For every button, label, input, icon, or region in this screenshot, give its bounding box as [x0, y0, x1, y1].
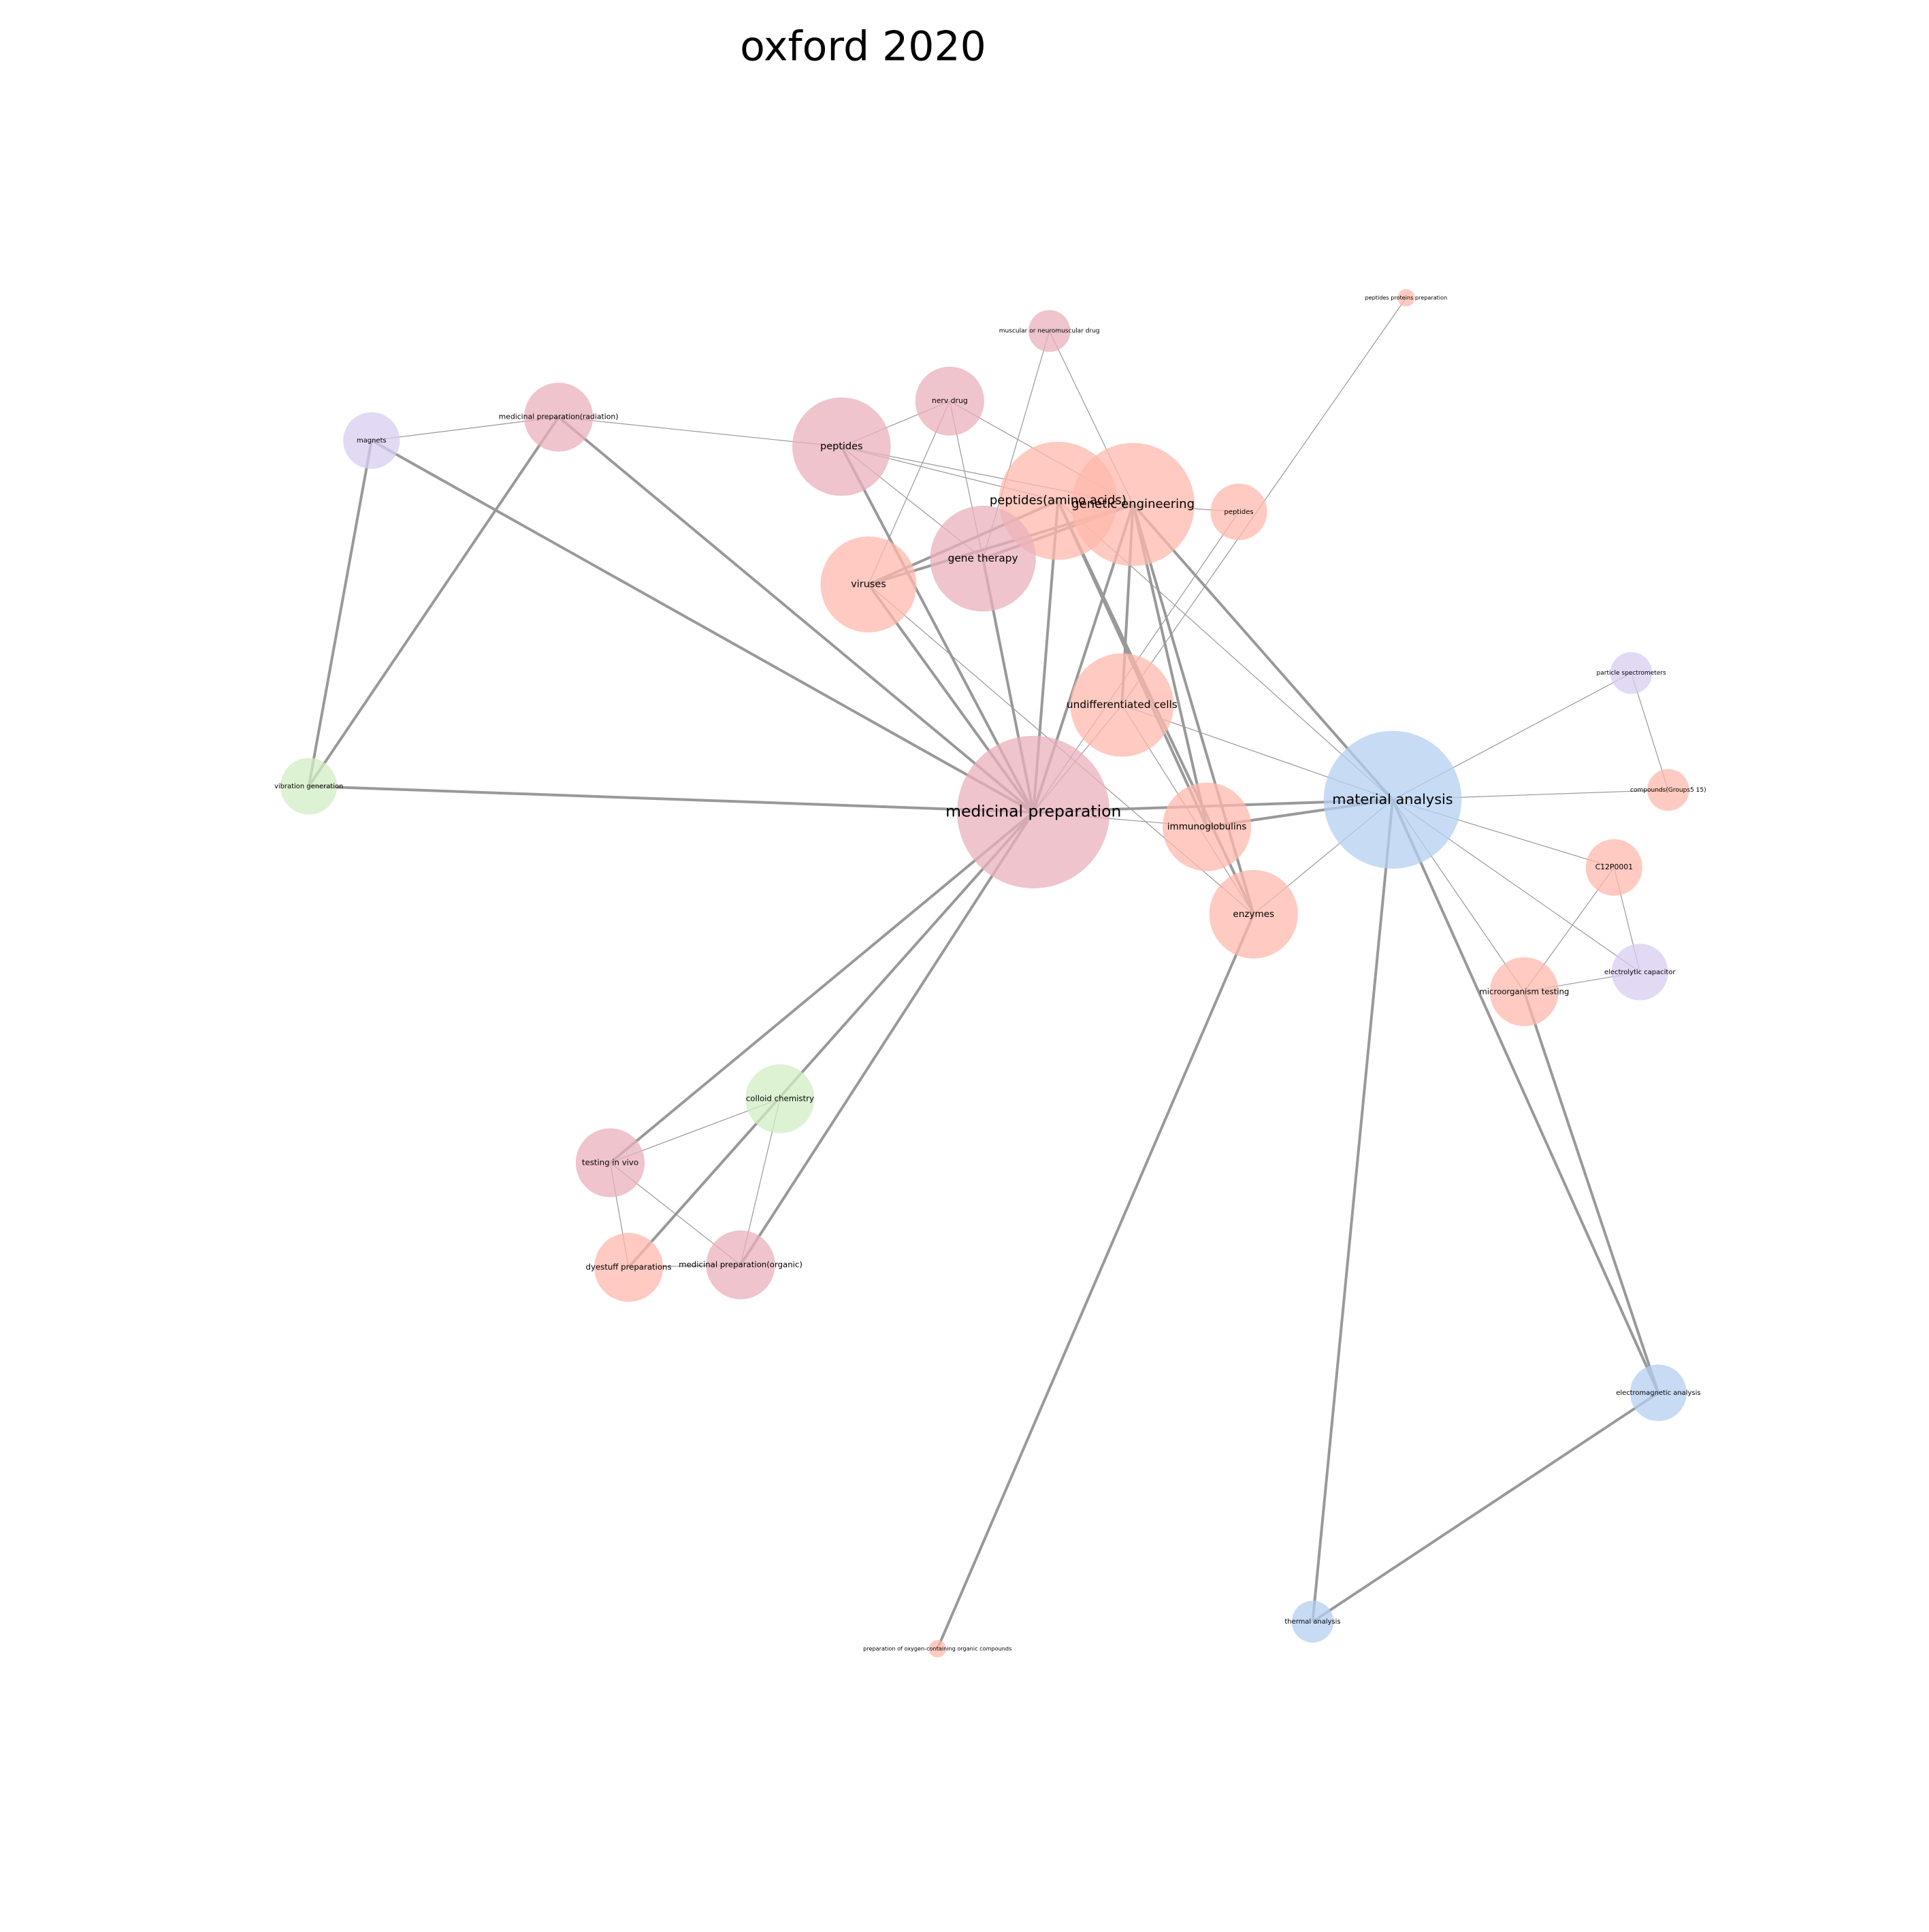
node — [792, 397, 891, 496]
node — [594, 1233, 664, 1302]
node-label: magnets — [357, 437, 387, 445]
node-label: C12P0001 — [1595, 863, 1633, 871]
node — [957, 735, 1110, 888]
node-label: thermal analysis — [1284, 1618, 1340, 1626]
edge — [1391, 799, 1660, 1394]
node — [1610, 651, 1653, 694]
node — [999, 441, 1118, 560]
node-label: immunoglobulins — [1167, 822, 1247, 833]
node-label: peptides(amino acids) — [990, 494, 1126, 508]
node — [706, 1230, 775, 1300]
node — [1630, 1364, 1687, 1421]
node — [1210, 483, 1267, 541]
node — [523, 383, 594, 452]
node-label: undifferentiated cells — [1067, 698, 1178, 711]
node — [1291, 1600, 1334, 1643]
node-label: peptides proteins preparation — [1365, 294, 1447, 301]
node-label: viruses — [851, 579, 886, 590]
node — [1162, 782, 1252, 871]
node-label: enzymes — [1233, 909, 1274, 920]
node-label: particle spectrometers — [1597, 670, 1666, 677]
node-label: compounds(Groups5 15) — [1630, 787, 1706, 794]
edge — [936, 914, 1255, 1649]
node — [343, 412, 400, 469]
edge — [1311, 799, 1394, 1622]
edge — [1523, 991, 1660, 1394]
node-label: testing in vivo — [582, 1157, 638, 1167]
edge — [307, 440, 373, 787]
node — [1397, 289, 1415, 307]
node-label: microorganism testing — [1479, 986, 1569, 996]
node-label: peptides — [820, 441, 862, 452]
node — [1209, 869, 1298, 959]
node — [1647, 769, 1689, 811]
node — [1028, 310, 1071, 352]
node — [915, 366, 984, 436]
edge — [557, 416, 1035, 814]
labels: medicinal preparation material analysis ge… — [274, 294, 1706, 1652]
edge — [739, 811, 1035, 1266]
edge — [308, 416, 560, 788]
node-label: colloid chemistry — [746, 1094, 814, 1104]
node-label: electromagnetic analysis — [1616, 1389, 1700, 1397]
node-label: preparation of oxygen-containing organic… — [863, 1645, 1011, 1652]
node-label: medicinal preparation(radiation) — [499, 413, 619, 421]
node-label: dyestuff preparations — [586, 1262, 672, 1272]
node — [1489, 957, 1559, 1027]
node-label: gene therapy — [948, 552, 1018, 564]
node — [820, 536, 917, 633]
edge — [370, 439, 1035, 814]
edge — [628, 811, 1035, 1268]
node — [928, 1640, 946, 1658]
node — [1323, 730, 1462, 869]
node-label: peptides — [1225, 509, 1254, 516]
edge — [1312, 1391, 1659, 1623]
node — [280, 758, 338, 815]
node — [575, 1128, 645, 1197]
node-label: muscular or neuromuscular drug — [999, 328, 1100, 335]
node-label: vibration generation — [274, 783, 343, 790]
node — [1070, 653, 1174, 757]
node-label: electrolytic capacitor — [1604, 969, 1676, 976]
node-label: nerv drug — [932, 396, 968, 405]
node — [1611, 944, 1668, 1001]
edge — [609, 811, 1035, 1164]
node-label: medicinal preparation — [945, 801, 1121, 820]
node-label: material analysis — [1332, 791, 1453, 807]
edges — [307, 297, 1669, 1649]
node-label: genetic engineering — [1071, 497, 1195, 511]
node-label: medicinal preparation(organic) — [679, 1260, 803, 1270]
node — [745, 1064, 815, 1133]
edge — [308, 784, 1034, 814]
nodes — [280, 289, 1689, 1658]
title: oxford 2020 — [740, 23, 986, 71]
node — [930, 505, 1036, 612]
node — [1585, 839, 1642, 896]
